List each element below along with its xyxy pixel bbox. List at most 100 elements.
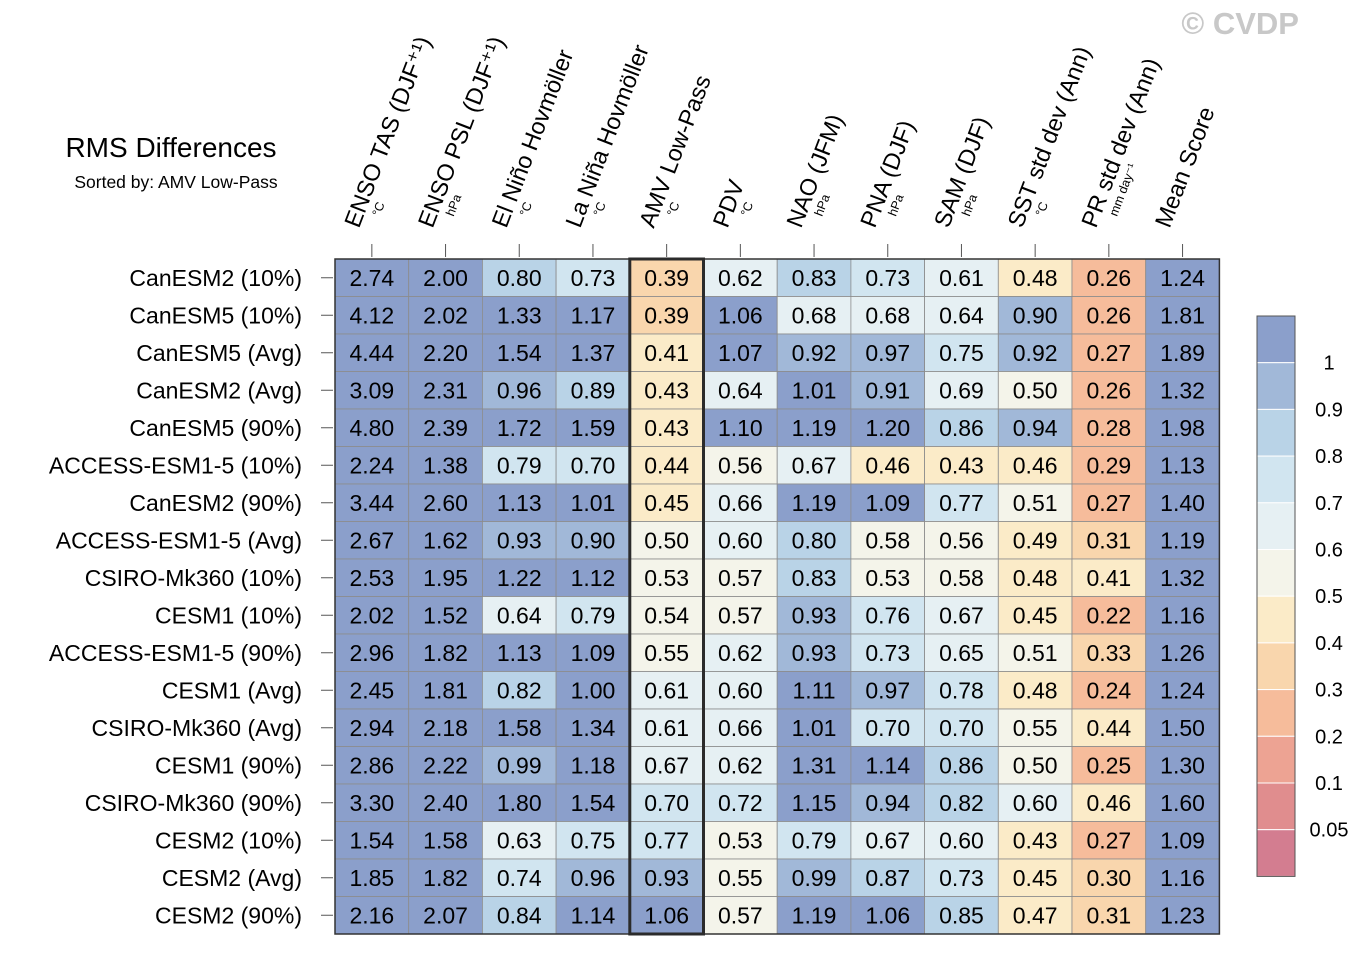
cell-value: 0.79 — [571, 602, 616, 628]
heatmap-cell — [334, 746, 410, 785]
cell-value: 0.75 — [571, 827, 616, 853]
heatmap-cell — [776, 333, 852, 372]
cell-value: 0.93 — [792, 602, 837, 628]
cell-value: 0.62 — [718, 265, 763, 291]
heatmap-cell — [1145, 521, 1220, 560]
cell-value: 0.67 — [644, 752, 689, 778]
cell-value: 0.75 — [939, 340, 984, 366]
cell-value: 0.48 — [1013, 677, 1058, 703]
cell-value: 0.27 — [1086, 340, 1131, 366]
cell-value: 1.59 — [571, 415, 616, 441]
heatmap-cell — [850, 446, 926, 485]
heatmap-cell — [1071, 746, 1147, 785]
heatmap-cell — [334, 708, 410, 747]
cell-value: 0.63 — [497, 827, 542, 853]
heatmap-cell — [1145, 446, 1220, 485]
cell-value: 1.01 — [571, 490, 616, 516]
heatmap-cell — [997, 371, 1073, 410]
colorbar-tick-label: 0.5 — [1315, 586, 1343, 608]
cell-value: 0.70 — [571, 452, 616, 478]
cell-value: 0.27 — [1086, 490, 1131, 516]
cell-value: 0.92 — [792, 340, 837, 366]
heatmap-cell — [703, 708, 778, 747]
cell-value: 2.02 — [349, 602, 394, 628]
cell-value: 0.47 — [1013, 902, 1058, 928]
cell-value: 0.93 — [644, 865, 689, 891]
cell-value: 1.18 — [571, 752, 616, 778]
heatmap-cell — [1071, 408, 1147, 447]
cell-value: 3.09 — [349, 377, 394, 403]
heatmap-cell — [408, 483, 483, 522]
cell-value: 1.13 — [497, 490, 542, 516]
heatmap-cell — [850, 783, 926, 822]
cell-value: 0.45 — [1013, 602, 1058, 628]
cell-value: 0.68 — [792, 302, 837, 328]
cell-value: 1.12 — [571, 565, 616, 591]
cell-value: 1.00 — [571, 677, 616, 703]
heatmap-cell — [924, 558, 999, 597]
colorbar-swatch — [1256, 689, 1296, 737]
heatmap-cell — [850, 596, 926, 635]
heatmap-cell — [1071, 708, 1147, 747]
heatmap-cell — [481, 708, 557, 747]
cell-value: 1.58 — [423, 827, 468, 853]
row-label: CSIRO-Mk360 (90%) — [85, 790, 302, 816]
cell-value: 0.73 — [865, 640, 910, 666]
cell-value: 0.72 — [718, 790, 763, 816]
cell-value: 1.32 — [1160, 565, 1205, 591]
heatmap-cell — [481, 671, 557, 710]
row-label: CanESM5 (Avg) — [136, 340, 302, 366]
chart-title: RMS Differences — [65, 132, 276, 163]
heatmap-cell — [776, 708, 852, 747]
heatmap-cell — [776, 858, 852, 897]
cell-value: 0.87 — [865, 865, 910, 891]
cell-value: 1.06 — [865, 902, 910, 928]
cell-value: 0.66 — [718, 490, 763, 516]
row-label: CESM1 (10%) — [155, 602, 302, 628]
cell-value: 2.74 — [349, 265, 394, 291]
heatmap-cell — [924, 896, 999, 935]
heatmap-cell — [629, 896, 704, 935]
cell-value: 1.34 — [571, 715, 616, 741]
cell-value: 1.16 — [1160, 602, 1205, 628]
cell-value: 1.19 — [792, 415, 837, 441]
heatmap-cell — [555, 896, 631, 935]
cell-value: 0.57 — [718, 902, 763, 928]
cell-value: 0.70 — [644, 790, 689, 816]
heatmap-cell — [924, 371, 999, 410]
cell-value: 1.33 — [497, 302, 542, 328]
heatmap-cell — [555, 558, 631, 597]
cell-value: 1.15 — [792, 790, 837, 816]
heatmap-cell — [629, 746, 704, 785]
cell-value: 1.14 — [571, 902, 616, 928]
cell-value: 0.78 — [939, 677, 984, 703]
cell-value: 0.41 — [1086, 565, 1131, 591]
cell-value: 0.86 — [939, 752, 984, 778]
heatmap-cell — [629, 596, 704, 635]
cell-value: 0.54 — [644, 602, 689, 628]
cell-value: 0.60 — [718, 677, 763, 703]
cell-value: 0.99 — [497, 752, 542, 778]
cell-value: 2.00 — [423, 265, 468, 291]
heatmap-cell — [629, 708, 704, 747]
colorbar-swatch — [1256, 315, 1296, 364]
heatmap-cell — [1145, 483, 1220, 522]
colorbar-swatch — [1256, 455, 1296, 504]
heatmap-cell — [555, 483, 631, 522]
colorbar-tick-label: 0.7 — [1315, 493, 1343, 515]
heatmap-cell — [703, 483, 778, 522]
cell-value: 1.32 — [1160, 377, 1205, 403]
cell-value: 0.91 — [865, 377, 910, 403]
heatmap-cell — [997, 258, 1073, 297]
cell-value: 0.66 — [718, 715, 763, 741]
cell-value: 2.96 — [349, 640, 394, 666]
cell-value: 0.22 — [1086, 602, 1131, 628]
cell-value: 1.20 — [865, 415, 910, 441]
cell-value: 2.45 — [349, 677, 394, 703]
heatmap-cell — [1071, 371, 1147, 410]
cell-value: 0.82 — [497, 677, 542, 703]
cell-value: 0.73 — [571, 265, 616, 291]
heatmap-cell — [555, 783, 631, 822]
cell-value: 2.67 — [349, 527, 394, 553]
